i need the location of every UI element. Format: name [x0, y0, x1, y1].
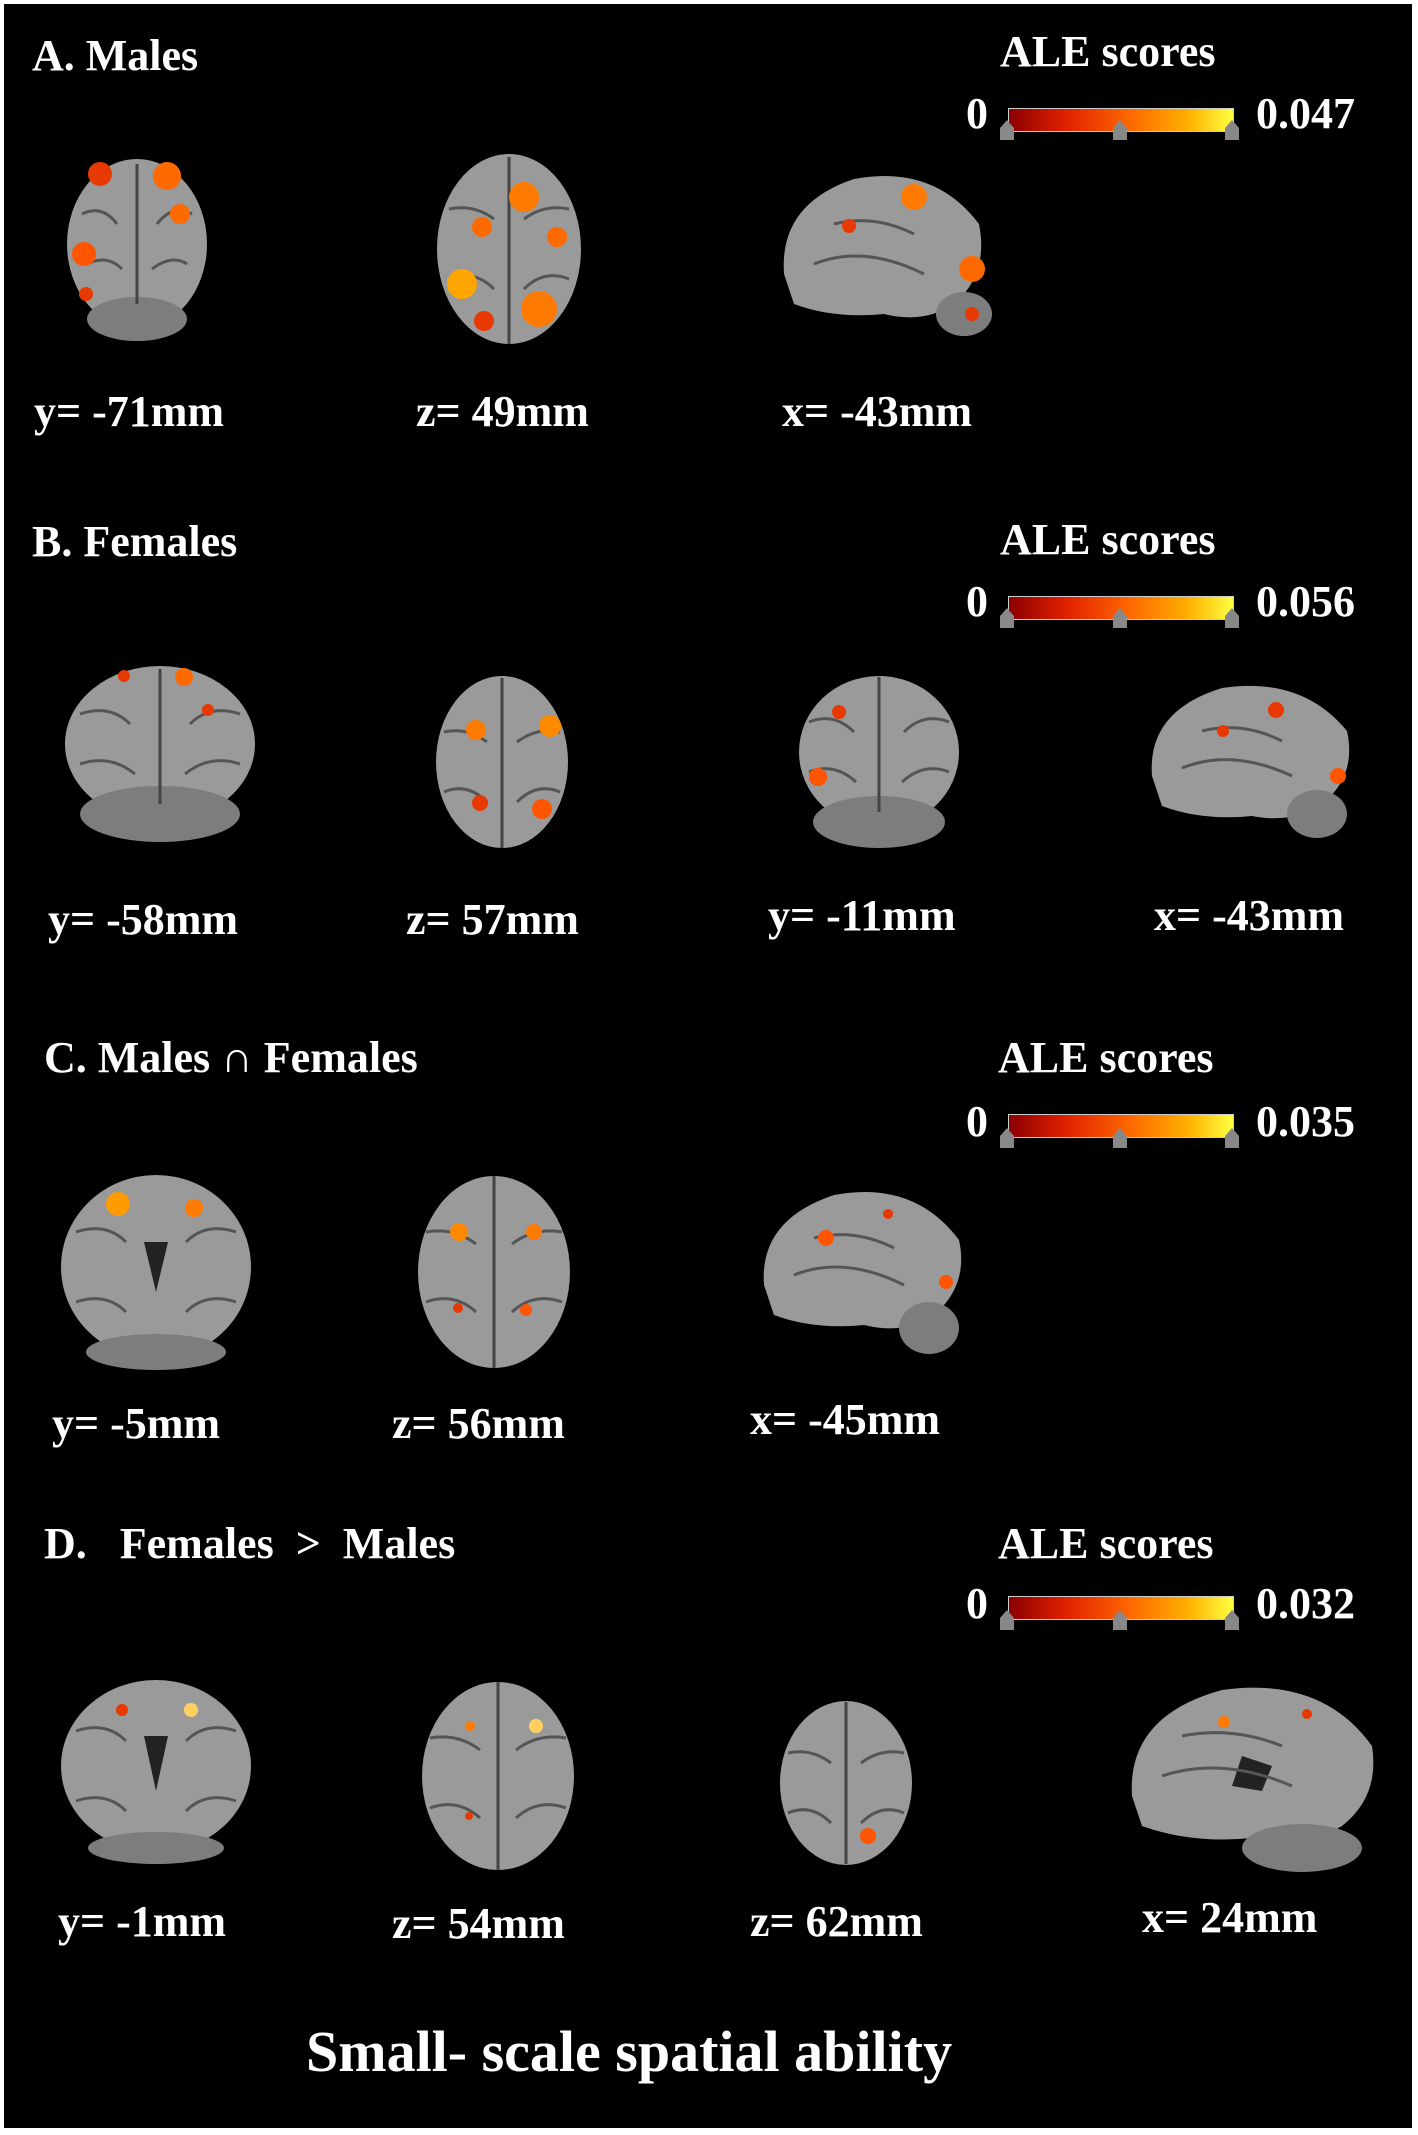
panel-a-scale-max: 0.047 — [1256, 89, 1355, 138]
colorbar-tick — [1113, 1128, 1127, 1148]
brain-slice-d4 — [1131, 1687, 1374, 1872]
colorbar-tick — [1000, 1610, 1014, 1630]
slice-label-b2: z= 57mm — [406, 895, 579, 944]
colorbar-tick — [1113, 120, 1127, 140]
slice-label-d2: z= 54mm — [392, 1899, 565, 1948]
colorbar-tick — [1225, 1128, 1239, 1148]
panel-c-scale-min: 0 — [966, 1097, 988, 1146]
slice-label-b3: y= -11mm — [768, 891, 956, 940]
brain-slice-b1 — [65, 666, 255, 842]
panel-c-ale-label: ALE scores — [998, 1033, 1214, 1082]
panel-c-title: C. Males ∩ Females — [44, 1033, 418, 1082]
panel-d-ale-label: ALE scores — [998, 1519, 1214, 1568]
brain-slice-b4 — [1151, 685, 1350, 838]
slice-label-c2: z= 56mm — [392, 1399, 565, 1448]
colorbar-tick — [1113, 1610, 1127, 1630]
panel-a-ale-label: ALE scores — [1000, 27, 1216, 76]
colorbar-tick — [1113, 608, 1127, 628]
slice-label-d3: z= 62mm — [750, 1897, 923, 1946]
brain-slice-d2 — [422, 1682, 574, 1870]
panel-b-scale-max: 0.056 — [1256, 577, 1355, 626]
colorbar-tick — [1225, 120, 1239, 140]
panel-d-scale-max: 0.032 — [1256, 1579, 1355, 1628]
slice-label-b1: y= -58mm — [48, 895, 239, 944]
slice-label-d1: y= -1mm — [58, 1897, 227, 1946]
slice-label-a1: y= -71mm — [34, 387, 225, 436]
slice-label-d4: x= 24mm — [1142, 1893, 1318, 1942]
slice-label-c1: y= -5mm — [52, 1399, 221, 1448]
figure-frame: A. Males ALE scores 0 0.047 y= -71mm z= … — [4, 4, 1412, 2128]
brain-slice-a3 — [783, 176, 992, 336]
panel-c-scale-max: 0.035 — [1256, 1097, 1355, 1146]
colorbar-tick — [1225, 608, 1239, 628]
panel-a-scale-min: 0 — [966, 89, 988, 138]
panel-b-title: B. Females — [32, 517, 238, 566]
brain-slice-c3 — [763, 1192, 962, 1354]
panel-d-title: D. Females > Males — [44, 1519, 456, 1568]
brain-slice-a1 — [67, 159, 207, 341]
colorbar-tick — [1000, 120, 1014, 140]
brain-slice-d3 — [780, 1701, 912, 1865]
slice-label-a3: x= -43mm — [782, 387, 973, 436]
slice-label-c3: x= -45mm — [750, 1395, 941, 1444]
colorbar-tick — [1000, 1128, 1014, 1148]
brain-slice-b3 — [799, 676, 959, 848]
brain-slice-d1 — [61, 1680, 251, 1864]
colorbar-tick — [1000, 608, 1014, 628]
panel-d-scale-min: 0 — [966, 1579, 988, 1628]
panel-b-ale-label: ALE scores — [1000, 515, 1216, 564]
slice-label-b4: x= -43mm — [1154, 891, 1345, 940]
figure-caption: Small- scale spatial ability — [306, 2019, 953, 2084]
brain-slice-b2 — [436, 676, 568, 848]
brain-slice-c1 — [61, 1175, 251, 1370]
brain-slice-a2 — [437, 154, 581, 344]
panel-b-scale-min: 0 — [966, 577, 988, 626]
brain-slice-c2 — [418, 1176, 570, 1368]
colorbar-tick — [1225, 1610, 1239, 1630]
slice-label-a2: z= 49mm — [416, 387, 589, 436]
panel-a-title: A. Males — [32, 31, 199, 80]
